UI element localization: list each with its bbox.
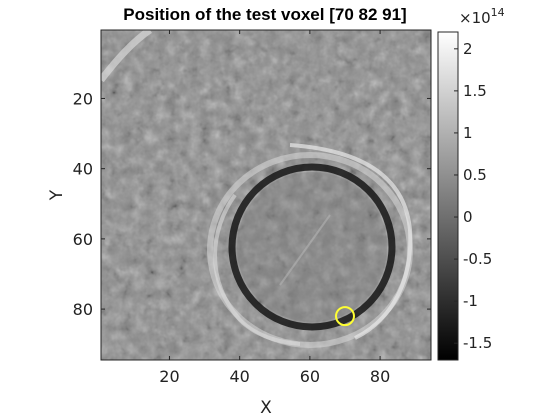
cb-tick-label-2: -0.5 xyxy=(463,250,492,268)
bright-band-top-left xyxy=(101,30,152,83)
cb-tick-label-5: 1 xyxy=(463,124,473,142)
interior-streak xyxy=(279,214,331,286)
x-axis-label: X xyxy=(260,398,272,418)
cb-tick-label-0: -1.5 xyxy=(463,334,492,352)
bright-arc-right xyxy=(289,143,413,340)
y-tick-label-1: 40 xyxy=(73,160,93,179)
x-tick-label-3: 80 xyxy=(370,367,390,386)
y-ticks: 20 40 60 80 xyxy=(73,89,431,319)
y-tick-label-3: 80 xyxy=(73,300,93,319)
y-tick-label-0: 20 xyxy=(73,89,93,108)
y-axis-label: Y xyxy=(47,189,67,201)
colorbar-exponent-base: ×10 xyxy=(459,9,491,27)
cb-tick-label-7: 2 xyxy=(463,40,473,58)
axes-box xyxy=(100,29,432,361)
x-tick-label-2: 60 xyxy=(300,367,320,386)
cb-tick-label-6: 1.5 xyxy=(463,82,487,100)
test-voxel-marker xyxy=(334,306,355,327)
colorbar-exponent-power: 14 xyxy=(491,6,505,19)
colorbar xyxy=(437,31,459,361)
colorbar-ticks: -1.5 -1 -0.5 0 0.5 1 1.5 2 xyxy=(454,40,492,352)
cb-tick-label-1: -1 xyxy=(463,292,478,310)
bright-arc-left xyxy=(213,193,301,346)
ring-interior xyxy=(237,172,387,322)
cb-tick-label-4: 0.5 xyxy=(463,166,487,184)
dark-ring xyxy=(228,163,396,331)
x-tick-label-1: 40 xyxy=(229,367,249,386)
chart-title: Position of the test voxel [70 82 91] xyxy=(123,5,406,24)
heatmap-image xyxy=(101,30,431,360)
x-tick-label-0: 20 xyxy=(159,367,179,386)
x-ticks: 20 40 60 80 xyxy=(159,30,390,386)
cb-tick-label-3: 0 xyxy=(463,208,473,226)
y-tick-label-2: 60 xyxy=(73,230,93,249)
colorbar-exponent: ×1014 xyxy=(459,6,505,27)
